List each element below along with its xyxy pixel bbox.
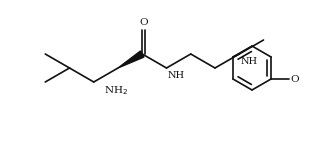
Text: NH: NH [167, 71, 185, 80]
Text: NH: NH [240, 57, 257, 66]
Text: O: O [139, 18, 147, 27]
Polygon shape [118, 51, 144, 68]
Text: O: O [290, 74, 299, 83]
Text: NH$_2$: NH$_2$ [104, 84, 128, 97]
